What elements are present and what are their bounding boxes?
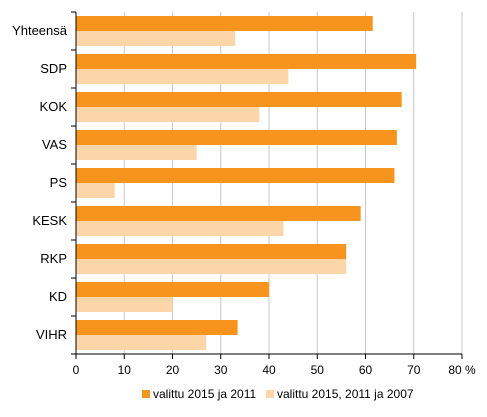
legend-swatch [266, 390, 274, 398]
bar-kd-series-2 [76, 297, 173, 312]
category-label: KOK [40, 99, 68, 114]
x-tick-labels: 0 10 20 30 40 50 60 70 80 % [73, 363, 476, 377]
bar-sdp-series-2 [76, 69, 289, 84]
bar-yhteensä-series-1 [76, 16, 373, 31]
x-tick-label: 10 [118, 363, 132, 377]
x-tick-label: 80 % [448, 363, 476, 377]
x-tick-label: 20 [166, 363, 180, 377]
bar-vihr-series-1 [76, 320, 238, 335]
bar-ps-series-1 [76, 168, 395, 183]
legend-label: valittu 2015 ja 2011 [153, 387, 257, 401]
bar-vihr-series-2 [76, 335, 207, 350]
x-tick-label: 50 [311, 363, 325, 377]
bar-vas-series-2 [76, 145, 197, 160]
category-label: Yhteensä [12, 23, 68, 38]
category-label: VAS [42, 137, 67, 152]
bars [76, 16, 417, 350]
category-label: PS [50, 175, 68, 190]
bar-kesk-series-1 [76, 206, 361, 221]
bar-kok-series-1 [76, 92, 402, 107]
bar-kesk-series-2 [76, 221, 284, 236]
category-label: KD [49, 289, 67, 304]
x-tick-label: 30 [214, 363, 228, 377]
bar-yhteensä-series-2 [76, 31, 236, 46]
bar-sdp-series-1 [76, 54, 417, 69]
bar-vas-series-1 [76, 130, 397, 145]
legend-label: valittu 2015, 2011 ja 2007 [277, 387, 414, 401]
category-label: RKP [40, 251, 67, 266]
bar-rkp-series-2 [76, 259, 347, 274]
bar-rkp-series-1 [76, 244, 347, 259]
bar-ps-series-2 [76, 183, 115, 198]
bar-kd-series-1 [76, 282, 269, 297]
category-labels: Yhteensä SDP KOK VAS PS KESK RKP KD VIHR [12, 23, 68, 342]
x-tick-label: 0 [73, 363, 80, 377]
axes [71, 11, 463, 359]
category-label: SDP [40, 61, 67, 76]
category-label: VIHR [36, 327, 67, 342]
legend-swatch [142, 390, 150, 398]
category-label: KESK [32, 213, 67, 228]
x-tick-label: 70 [407, 363, 421, 377]
bar-kok-series-2 [76, 107, 260, 122]
x-tick-label: 60 [359, 363, 373, 377]
legend: valittu 2015 ja 2011 valittu 2015, 2011 j… [142, 387, 414, 401]
x-tick-label: 40 [262, 363, 276, 377]
